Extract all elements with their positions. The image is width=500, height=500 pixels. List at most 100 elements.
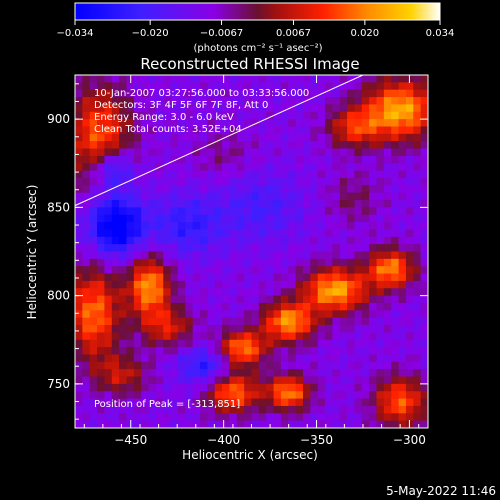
heatmap-cell [420,222,428,230]
heatmap-cell [75,354,83,363]
heatmap-cell [420,229,428,238]
heatmap-cell [82,273,91,282]
heatmap-cell [89,302,98,311]
heatmap-cell [185,236,194,245]
heatmap-cell [89,75,98,83]
heatmap-cell [420,398,428,407]
heatmap-cell [119,207,127,216]
heatmap-cell [332,75,341,83]
heatmap-cell [214,280,223,289]
heatmap-cell [141,280,149,289]
heatmap-cell [97,339,105,348]
heatmap-cell [339,251,348,260]
heatmap-cell [82,133,91,142]
heatmap-cell [111,383,120,392]
heatmap-cell [398,405,407,414]
heatmap-cell [361,325,370,333]
heatmap-cell [200,295,208,304]
heatmap-cell [207,361,216,370]
heatmap-cell [369,119,377,127]
heatmap-cell [89,413,98,422]
heatmap-cell [354,192,363,201]
heatmap-cell [405,126,414,135]
heatmap-cell [258,376,267,385]
heatmap-cell [302,398,311,407]
heatmap-cell [369,288,377,297]
heatmap-cell [398,317,407,326]
heatmap-cell [185,361,194,370]
heatmap-cell [126,170,135,179]
heatmap-cell [111,192,120,201]
heatmap-cell [339,288,348,297]
heatmap-cell [82,126,91,135]
heatmap-cell [75,251,83,260]
heatmap-cell [163,236,171,245]
heatmap-cell [310,75,319,83]
heatmap-cell [317,82,326,91]
heatmap-cell [273,383,282,392]
heatmap-cell [111,89,120,98]
heatmap-cell [177,119,186,127]
heatmap-cell [273,354,282,363]
heatmap-cell [155,222,164,230]
heatmap-cell [97,391,105,399]
heatmap-cell [273,229,282,238]
heatmap-cell [200,376,208,385]
heatmap-cell [177,185,186,194]
heatmap-cell [133,354,142,363]
heatmap-cell [361,398,370,407]
heatmap-cell [405,177,414,186]
heatmap-cell [177,405,186,414]
heatmap-cell [273,126,282,135]
heatmap-cell [258,126,267,135]
heatmap-cell [258,104,267,113]
colorbar: −0.034 −0.020 −0.0067 0.0067 0.020 0.034 (pho… [56,2,454,54]
heatmap-cell [75,111,83,120]
heatmap-cell [317,391,326,399]
heatmap-cell [251,266,260,274]
heatmap-cell [332,119,341,127]
heatmap-cell [354,288,363,297]
heatmap-cell [163,222,171,230]
heatmap-cell [133,229,142,238]
heatmap-cell [89,347,98,355]
heatmap-cell [354,236,363,245]
heatmap-cell [236,119,245,127]
heatmap-cell [222,354,230,363]
heatmap-cell [141,89,149,98]
heatmap-cell [369,383,377,392]
heatmap-cell [82,361,91,370]
heatmap-cell [89,236,98,245]
heatmap-cell [405,236,414,245]
heatmap-cell [280,405,289,414]
heatmap-cell [405,207,414,216]
heatmap-cell [369,369,377,377]
heatmap-cell [200,420,208,428]
heatmap-cell [177,273,186,282]
heatmap-cell [111,420,120,428]
heatmap-cell [258,398,267,407]
heatmap-cell [288,126,297,135]
heatmap-cell [126,126,135,135]
heatmap-cell [325,170,333,179]
heatmap-cell [405,332,414,341]
heatmap-cell [302,273,311,282]
heatmap-cell [376,75,385,83]
heatmap-cell [119,398,127,407]
heatmap-cell [398,170,407,179]
heatmap-cell [244,398,252,407]
heatmap-cell [236,251,245,260]
heatmap-cell [119,200,127,208]
heatmap-cell [192,258,201,267]
heatmap-cell [273,104,282,113]
heatmap-cell [222,192,230,201]
heatmap-cell [75,376,83,385]
heatmap-cell [148,111,157,120]
heatmap-cell [214,163,223,171]
heatmap-cell [391,339,399,348]
heatmap-cell [302,82,311,91]
heatmap-cell [192,347,201,355]
heatmap-cell [177,280,186,289]
heatmap-cell [413,75,422,83]
heatmap-cell [347,82,355,91]
